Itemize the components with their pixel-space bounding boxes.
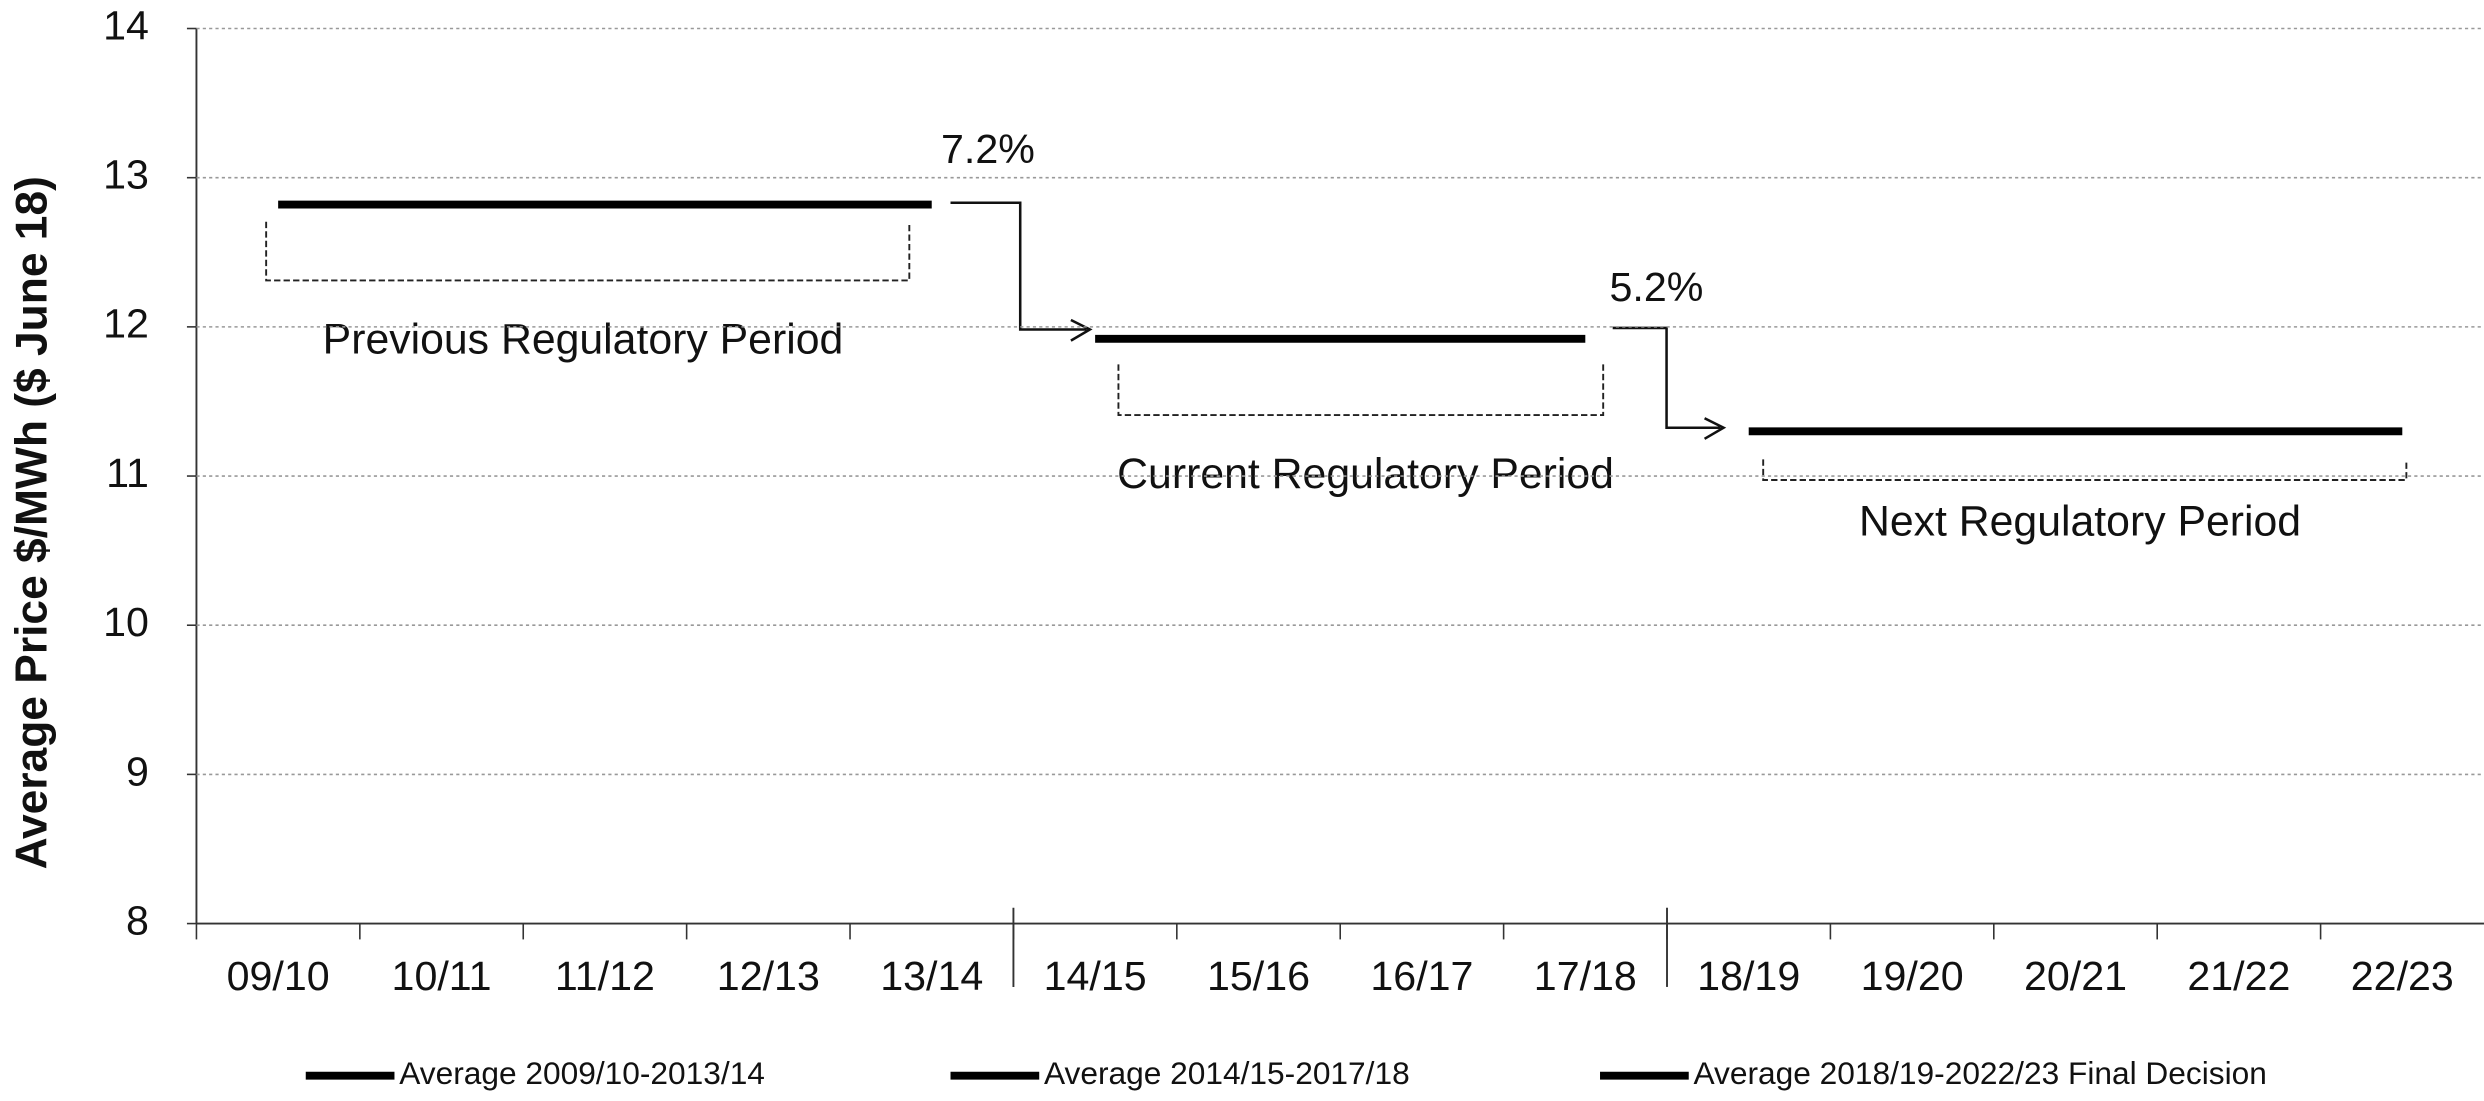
x-tick-label: 14/15	[1044, 953, 1147, 999]
y-tick-label: 13	[103, 152, 149, 198]
bracket	[265, 221, 911, 282]
annotation: 5.2%	[1610, 264, 1704, 310]
x-tick-label: 15/16	[1207, 953, 1310, 999]
arrow	[950, 201, 1093, 342]
legend-label: Average 2018/19-2022/23 Final Decision	[1693, 1055, 2266, 1091]
x-tick-label: 18/19	[1697, 953, 1800, 999]
annotation: Previous Regulatory Period	[323, 315, 844, 363]
x-tick-label: 09/10	[227, 953, 330, 999]
x-tick-label: 22/23	[2351, 953, 2454, 999]
annotation: Current Regulatory Period	[1117, 450, 1614, 498]
x-tick-label: 21/22	[2187, 953, 2290, 999]
x-tick-label: 17/18	[1534, 953, 1637, 999]
annotation: Next Regulatory Period	[1859, 498, 2301, 546]
y-tick-label: 10	[103, 599, 149, 645]
y-tick-label: 9	[126, 748, 149, 794]
x-tick-label: 20/21	[2024, 953, 2127, 999]
x-tick-label: 16/17	[1370, 953, 1473, 999]
legend-label: Average 2014/15-2017/18	[1044, 1055, 1410, 1091]
legend-label: Average 2009/10-2013/14	[399, 1055, 765, 1091]
x-tick-label: 11/12	[555, 953, 655, 999]
x-tick-label: 10/11	[392, 953, 492, 999]
x-tick-label: 13/14	[880, 953, 983, 999]
x-tick-label: 12/13	[717, 953, 820, 999]
y-tick-label: 11	[106, 450, 149, 496]
annotation: 7.2%	[941, 126, 1035, 172]
x-tick-label: 19/20	[1861, 953, 1964, 999]
y-tick-label: 14	[103, 2, 149, 48]
bracket	[1762, 459, 2408, 481]
arrow	[1612, 326, 1727, 440]
bracket	[1117, 364, 1605, 417]
y-tick-label: 12	[103, 301, 149, 347]
y-tick-label: 8	[126, 897, 149, 943]
y-axis-label: Average Price $/MWh ($ June 18)	[8, 176, 57, 869]
